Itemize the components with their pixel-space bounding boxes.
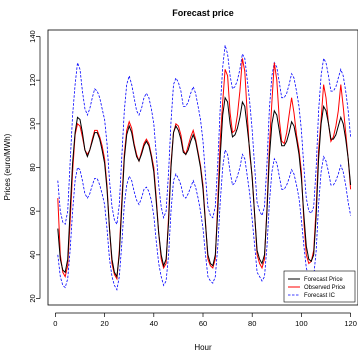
x-tick-label: 80 (248, 319, 256, 328)
x-axis-label: Hour (194, 343, 212, 352)
y-tick-label: 120 (28, 74, 37, 87)
legend-label: Observed Price (304, 285, 346, 291)
chart-title: Forecast price (172, 8, 234, 18)
legend-label: Forecast Price (304, 277, 343, 283)
plot-frame (47, 29, 358, 306)
series-line-forecast-ic-lower (57, 148, 351, 291)
y-tick-label: 60 (28, 207, 37, 215)
series-layer (57, 45, 352, 291)
y-axis: 20 40 60 80 100 120 140 (28, 30, 41, 303)
y-tick-label: 80 (28, 163, 37, 171)
series-line-forecast-price (57, 96, 352, 279)
y-axis-label: Prices (euro/MWh) (3, 133, 12, 200)
legend-box (283, 270, 356, 303)
legend-label: Forecast IC (304, 293, 336, 299)
x-tick-label: 40 (150, 319, 158, 328)
x-tick-label: 0 (53, 319, 57, 328)
y-tick-label: 40 (28, 251, 37, 259)
y-tick-label: 140 (28, 30, 37, 43)
x-tick-label: 100 (295, 319, 308, 328)
legend: Forecast Price Observed Price Forecast IC (283, 270, 356, 303)
x-axis: 0 20 40 60 80 100 120 (53, 312, 357, 328)
series-line-forecast-ic-upper (57, 45, 351, 226)
x-tick-label: 60 (199, 319, 207, 328)
x-tick-label: 120 (344, 319, 357, 328)
y-tick-label: 100 (28, 118, 37, 131)
x-tick-label: 20 (100, 319, 108, 328)
y-tick-label: 20 (28, 294, 37, 302)
